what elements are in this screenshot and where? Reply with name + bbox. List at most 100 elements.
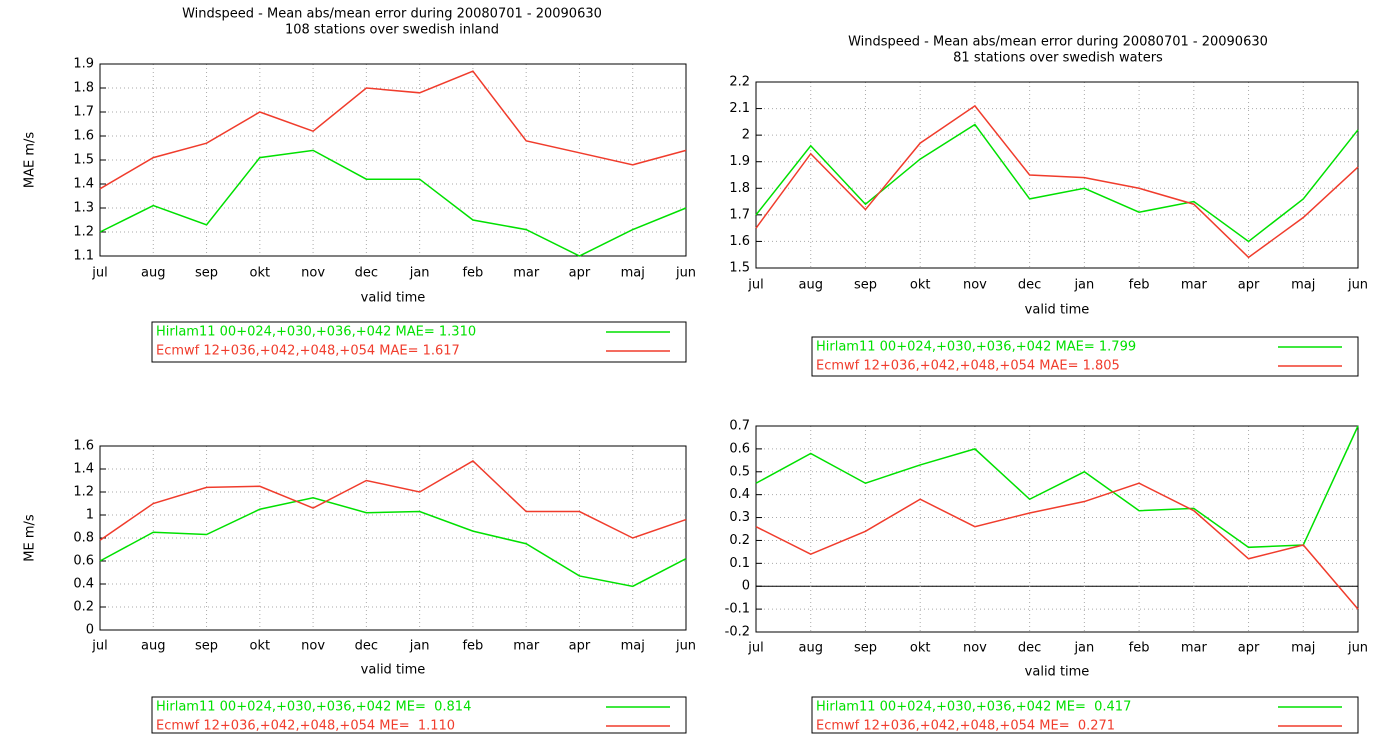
legend-label: Hirlam11 00+024,+030,+036,+042 MAE= 1.31…: [156, 325, 476, 340]
x-tick-label: apr: [1238, 641, 1260, 656]
x-tick-label: dec: [1018, 641, 1041, 656]
chart-subtitle: 81 stations over swedish waters: [953, 51, 1163, 66]
y-tick-label: 0.5: [729, 464, 750, 479]
y-tick-label: 2.2: [729, 75, 750, 90]
y-tick-label: 1.9: [73, 57, 94, 72]
y-tick-label: 0.4: [729, 487, 750, 502]
plot-frame: [755, 81, 1359, 269]
y-tick-label: 1.2: [73, 485, 94, 500]
legend-label: Hirlam11 00+024,+030,+036,+042 MAE= 1.79…: [816, 340, 1136, 355]
x-tick-label: sep: [854, 278, 877, 293]
legend-label: Hirlam11 00+024,+030,+036,+042 ME= 0.417: [816, 700, 1131, 715]
series-line: [755, 104, 1359, 259]
y-axis-label: MAE m/s: [23, 132, 38, 188]
x-tick-label: maj: [1291, 278, 1315, 293]
x-tick-label: aug: [798, 278, 822, 293]
series-line: [755, 123, 1359, 243]
chart-title: Windspeed - Mean abs/mean error during 2…: [848, 35, 1268, 50]
y-tick-label: -0.2: [725, 625, 750, 640]
x-tick-label: sep: [195, 266, 218, 281]
y-tick-label: 1.4: [73, 462, 94, 477]
x-tick-label: feb: [462, 266, 483, 281]
x-tick-label: dec: [1018, 278, 1041, 293]
y-tick-label: 2: [742, 128, 750, 143]
plot-frame: [99, 63, 687, 257]
x-tick-label: jun: [1347, 278, 1368, 293]
x-tick-label: jun: [1347, 641, 1368, 656]
x-tick-label: jul: [91, 639, 107, 654]
plot-frame: [755, 425, 1359, 633]
x-tick-label: jun: [675, 639, 696, 654]
legend-label: Ecmwf 12+036,+042,+048,+054 ME= 0.271: [816, 719, 1115, 734]
y-tick-label: 0: [86, 623, 94, 638]
y-tick-label: 0.6: [73, 554, 94, 569]
x-tick-label: okt: [910, 278, 931, 293]
series-line: [99, 460, 687, 541]
y-tick-label: 1.1: [73, 249, 94, 264]
x-axis-label: valid time: [361, 663, 426, 678]
y-tick-label: 2.1: [729, 101, 750, 116]
chart-title: Windspeed - Mean abs/mean error during 2…: [182, 7, 602, 22]
y-tick-label: 1.6: [73, 439, 94, 454]
x-axis-label: valid time: [361, 291, 426, 306]
x-axis-label: valid time: [1025, 303, 1090, 318]
x-tick-label: jan: [1073, 278, 1094, 293]
legend-box: [151, 321, 687, 363]
chart-subtitle: 108 stations over swedish inland: [285, 23, 499, 38]
y-tick-label: 0.2: [73, 600, 94, 615]
x-tick-label: mar: [1181, 641, 1208, 656]
x-tick-label: nov: [963, 278, 987, 293]
x-tick-label: maj: [621, 266, 645, 281]
x-tick-label: okt: [250, 639, 271, 654]
x-tick-label: maj: [1291, 641, 1315, 656]
x-tick-label: nov: [301, 266, 325, 281]
x-tick-label: jan: [1073, 641, 1094, 656]
y-tick-label: 1.7: [729, 207, 750, 222]
y-tick-label: 0: [742, 579, 750, 594]
y-tick-label: 1.4: [73, 177, 94, 192]
series-line: [99, 149, 687, 257]
y-tick-label: 0.8: [73, 531, 94, 546]
x-tick-label: jul: [747, 641, 763, 656]
x-tick-label: jan: [409, 639, 430, 654]
x-tick-label: mar: [513, 266, 540, 281]
x-tick-label: aug: [141, 639, 165, 654]
y-axis-label: ME m/s: [23, 514, 38, 562]
y-tick-label: 0.7: [729, 419, 750, 434]
y-tick-label: 0.3: [729, 510, 750, 525]
y-tick-label: 0.6: [729, 441, 750, 456]
x-tick-label: nov: [963, 641, 987, 656]
x-tick-label: dec: [355, 266, 378, 281]
series-line: [755, 482, 1359, 610]
x-tick-label: aug: [141, 266, 165, 281]
x-tick-label: dec: [355, 639, 378, 654]
x-tick-label: mar: [513, 639, 540, 654]
y-tick-label: 1.6: [729, 234, 750, 249]
legend-box: [151, 696, 687, 734]
y-tick-label: 1.5: [729, 261, 750, 276]
x-tick-label: sep: [195, 639, 218, 654]
y-tick-label: 1: [86, 508, 94, 523]
y-tick-label: 0.4: [73, 577, 94, 592]
legend-box: [811, 696, 1359, 734]
plot-frame: [99, 445, 687, 631]
y-tick-label: 1.8: [73, 81, 94, 96]
series-line: [755, 425, 1359, 549]
x-tick-label: mar: [1181, 278, 1208, 293]
x-tick-label: nov: [301, 639, 325, 654]
y-tick-label: 1.7: [73, 105, 94, 120]
x-tick-label: jan: [409, 266, 430, 281]
x-tick-label: feb: [1129, 278, 1150, 293]
y-tick-label: 1.6: [73, 129, 94, 144]
x-tick-label: apr: [569, 639, 591, 654]
x-tick-label: jul: [747, 278, 763, 293]
legend-label: Ecmwf 12+036,+042,+048,+054 MAE= 1.617: [156, 344, 460, 359]
x-tick-label: maj: [621, 639, 645, 654]
x-tick-label: okt: [250, 266, 271, 281]
x-tick-label: jun: [675, 266, 696, 281]
series-line: [99, 70, 687, 190]
legend-box: [811, 336, 1359, 377]
legend-label: Hirlam11 00+024,+030,+036,+042 ME= 0.814: [156, 700, 471, 715]
